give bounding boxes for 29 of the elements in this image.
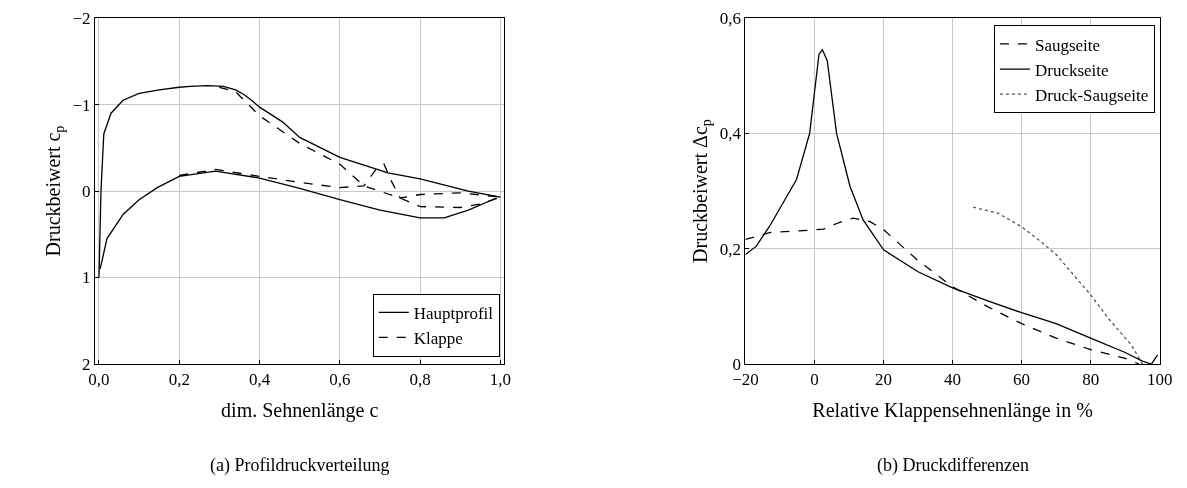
y-tick-label: 0,2 — [719, 239, 742, 259]
x-tick-label: 20 — [875, 370, 893, 390]
x-tick-label: 0,8 — [409, 370, 431, 390]
x-tick-label: 0,4 — [248, 370, 271, 390]
x-tick-label: 100 — [1146, 370, 1173, 390]
x-tick-label: 80 — [1082, 370, 1100, 390]
y-tick-label: 0,6 — [719, 9, 742, 29]
text: (b) Druckdifferenzen — [877, 455, 1030, 476]
x-tick-label: 0 — [810, 370, 819, 390]
text: (a) Profildruckverteilung — [210, 455, 390, 476]
x-tick-label: 0,0 — [88, 370, 110, 390]
legend-label: Saugseite — [1034, 35, 1101, 55]
x-tick-label: 0,6 — [329, 370, 351, 390]
x-tick-label: 40 — [944, 370, 962, 390]
x-tick-label: 1,0 — [489, 370, 512, 390]
legend-label: Klappe — [413, 329, 463, 349]
legend-label: Druckseite — [1034, 60, 1109, 80]
y-tick-label: −1 — [72, 95, 91, 115]
legend-label: Hauptprofil — [413, 303, 494, 323]
x-axis-title: dim. Sehnenlänge c — [221, 398, 379, 422]
x-axis-title: Relative Klappensehnenlänge in % — [812, 398, 1093, 422]
x-tick-label: 60 — [1013, 370, 1031, 390]
y-tick-label: 2 — [82, 355, 91, 374]
y-tick-label: 1 — [82, 268, 91, 288]
y-tick-label: 0,4 — [719, 124, 742, 144]
y-tick-label: 0 — [82, 182, 91, 202]
legend-label: Druck-Saugseite — [1034, 85, 1149, 105]
y-tick-label: −2 — [72, 9, 91, 29]
x-tick-label: 0,2 — [168, 370, 190, 390]
